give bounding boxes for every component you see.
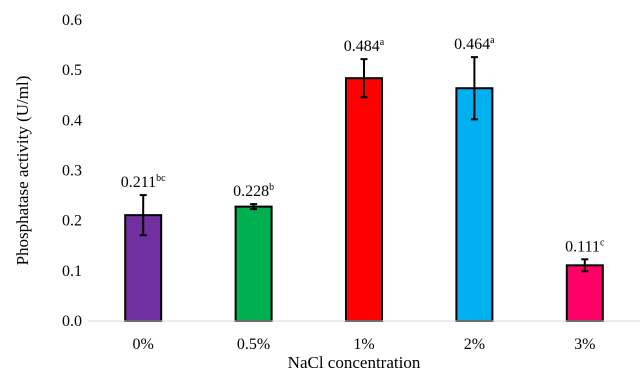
y-tick-label: 0.0 <box>62 313 82 330</box>
x-category-label: 0.5% <box>237 336 270 353</box>
y-tick-label: 0.1 <box>62 263 82 280</box>
error-bars <box>139 56 589 273</box>
data-label-superscript: a <box>490 35 495 46</box>
y-tick-label: 0.2 <box>62 213 82 230</box>
data-label-value: 0.228 <box>233 183 269 200</box>
y-tick-label: 0.4 <box>62 112 82 129</box>
error-bar <box>250 203 258 211</box>
data-label: 0.228b <box>233 182 274 200</box>
x-axis-title: NaCl concentration <box>288 353 421 372</box>
data-label-superscript: a <box>380 37 385 48</box>
data-label-value: 0.464 <box>454 36 490 53</box>
x-axis-categories: 0% 0.5% 1% 2% 3% <box>133 336 596 353</box>
bar-1% <box>345 77 383 323</box>
error-bar <box>581 258 589 273</box>
data-label-superscript: c <box>600 237 605 248</box>
bar-0.5% <box>234 205 273 322</box>
bar-2% <box>455 87 494 322</box>
data-label: 0.464a <box>454 35 495 53</box>
data-label-value: 0.484 <box>344 38 380 55</box>
data-label: 0.211bc <box>121 173 166 191</box>
data-label-superscript: bc <box>156 173 166 184</box>
error-bar <box>139 194 147 237</box>
error-bar <box>470 56 478 121</box>
x-category-label: 0% <box>133 336 154 353</box>
data-label-superscript: b <box>269 182 274 193</box>
x-category-label: 3% <box>574 336 595 353</box>
y-tick-label: 0.3 <box>62 163 82 180</box>
y-axis-title: Phosphatase activity (U/ml) <box>13 76 32 266</box>
x-category-label: 1% <box>353 336 374 353</box>
y-tick-label: 0.5 <box>62 62 82 79</box>
data-label: 0.111c <box>565 237 605 255</box>
x-category-label: 2% <box>464 336 485 353</box>
data-label-value: 0.111 <box>565 238 600 255</box>
bar-3% <box>565 264 604 323</box>
data-label-value: 0.211 <box>121 174 156 191</box>
data-label: 0.484a <box>344 37 385 55</box>
bars <box>124 77 604 323</box>
error-bar <box>360 58 368 99</box>
y-axis-ticks: 0.0 0.1 0.2 0.3 0.4 0.5 0.6 <box>62 12 82 330</box>
y-tick-label: 0.6 <box>62 12 82 29</box>
